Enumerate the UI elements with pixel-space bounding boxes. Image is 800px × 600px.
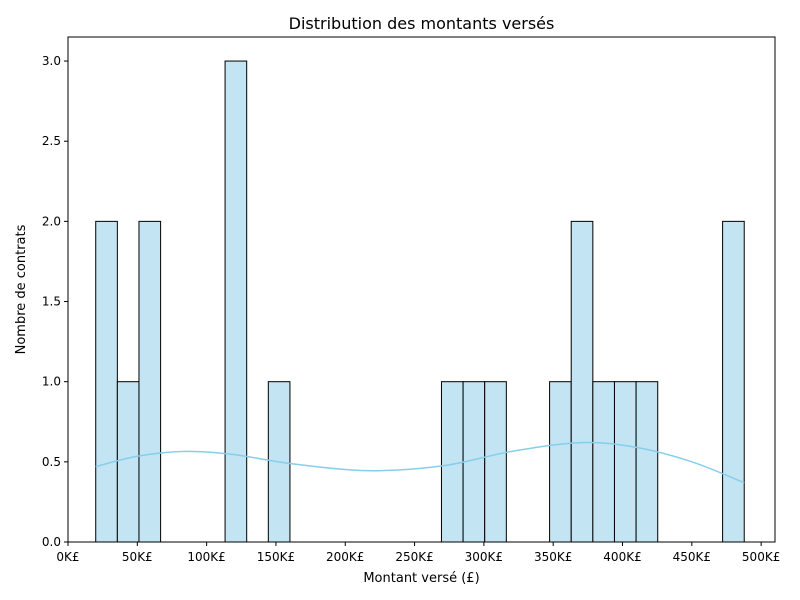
histogram-bar xyxy=(570,220,594,543)
x-tick-label: 450K£ xyxy=(673,550,711,564)
histogram-bar xyxy=(138,220,162,543)
x-tick-label: 50K£ xyxy=(122,550,153,564)
histogram-bars xyxy=(95,60,745,543)
histogram-bar xyxy=(224,60,248,543)
y-axis: 0.0 0.5 1.0 1.5 2.0 2.5 3.0 xyxy=(42,54,68,549)
y-tick-label: 3.0 xyxy=(42,54,61,68)
y-tick-label: 2.0 xyxy=(42,214,61,228)
x-tick-label: 350K£ xyxy=(534,550,572,564)
histogram-bar xyxy=(549,381,572,543)
histogram-bar xyxy=(635,381,659,543)
x-tick-label: 0K£ xyxy=(56,550,79,564)
y-tick-label: 0.5 xyxy=(42,455,61,469)
histogram-bar xyxy=(722,220,745,543)
x-tick-label: 100K£ xyxy=(187,550,225,564)
plot-frame xyxy=(67,36,776,543)
histogram-bar xyxy=(613,381,637,543)
x-tick-label: 200K£ xyxy=(326,550,364,564)
y-tick-label: 2.5 xyxy=(42,134,61,148)
x-tick-label: 300K£ xyxy=(465,550,503,564)
y-tick-label: 0.0 xyxy=(42,535,61,549)
kde-curve xyxy=(95,441,745,484)
x-axis: 0K£ 50K£ 100K£ 150K£ 200K£ 250K£ 300K£ 350K£ 400… xyxy=(56,542,780,564)
chart-title: Distribution des montants versés xyxy=(289,14,555,33)
x-tick-label: 500K£ xyxy=(742,550,780,564)
x-tick-label: 150K£ xyxy=(257,550,295,564)
x-tick-label: 400K£ xyxy=(603,550,641,564)
y-axis-label: Nombre de contrats xyxy=(14,224,29,354)
histogram-bar xyxy=(116,381,140,543)
x-axis-label: Montant versé (£) xyxy=(363,571,479,586)
histogram-bar xyxy=(484,381,507,543)
y-tick-label: 1.5 xyxy=(42,295,61,309)
histogram-bar xyxy=(95,220,118,543)
histogram-bar xyxy=(592,381,615,543)
y-tick-label: 1.0 xyxy=(42,375,61,389)
histogram-bar xyxy=(440,381,464,543)
x-tick-label: 250K£ xyxy=(395,550,433,564)
